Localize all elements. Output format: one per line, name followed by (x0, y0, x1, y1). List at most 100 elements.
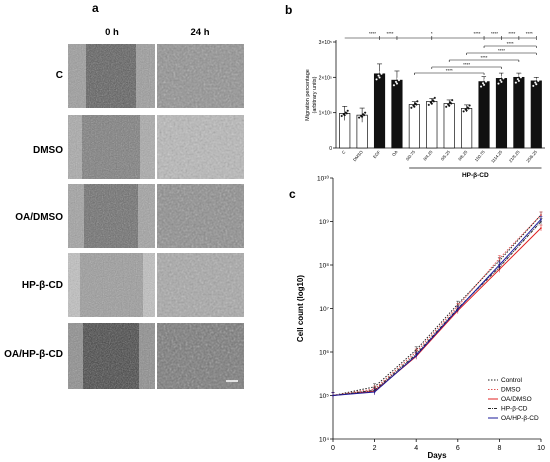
micrograph-c-0h (68, 44, 155, 108)
significance-stars: **** (386, 31, 393, 36)
data-point (465, 109, 468, 112)
y-axis-label-line1: Migration percentage (305, 69, 311, 121)
growth-line-chart: 10⁴ 10⁵ 10⁶ 10⁷ 10⁸ 10⁹ 10¹⁰ 0 2 4 6 8 10 Days Cell co… (296, 175, 545, 461)
data-point (467, 107, 470, 110)
y-axis-label: Cell count (log10) (296, 275, 305, 342)
group-label: HP-β-CD (462, 172, 489, 179)
data-point (483, 78, 487, 81)
data-point (416, 100, 419, 103)
x-tick-label: 6 (456, 445, 460, 452)
data-point (340, 114, 343, 118)
bar (478, 81, 490, 149)
micrograph-hp-b-cd-0h (68, 253, 155, 317)
data-point (361, 115, 364, 118)
bar (495, 78, 508, 149)
data-point (519, 76, 522, 79)
micrograph-oa-hp-b-cd-24h (157, 323, 244, 389)
series-line (332, 214, 542, 396)
data-point (499, 79, 502, 82)
data-point (481, 82, 485, 85)
panel-c-letter: c (289, 187, 296, 201)
row-label-hp-b-cd: HP-β-CD (22, 280, 63, 291)
significance-stars: **** (474, 31, 481, 36)
micrograph-oa-dmso-24h (157, 184, 244, 248)
data-point (451, 99, 454, 102)
legend-label: OA/DMSO (501, 396, 532, 403)
data-point (343, 114, 346, 117)
x-tick-label: 8 (497, 445, 501, 452)
data-point (457, 308, 459, 311)
series-line (332, 221, 542, 396)
data-point (498, 264, 501, 266)
data-point (450, 102, 453, 105)
bar (373, 73, 386, 149)
x-tick-label: EGF (372, 149, 382, 159)
data-point (358, 116, 361, 119)
migration-bar-chart: 0 1×10⁵ 2×10⁵ 3×10⁵ Migration percentage(arb… (305, 31, 545, 179)
data-point (502, 77, 505, 80)
y-tick-label: 10⁶ (319, 350, 329, 357)
legend-label: OA/HP-β-CD (501, 415, 539, 422)
data-point (345, 112, 348, 115)
y-tick-label: 3×10⁵ (319, 40, 332, 46)
data-point (516, 78, 519, 81)
significance-stars: **** (526, 31, 533, 36)
data-point (427, 103, 430, 106)
data-point (518, 74, 521, 77)
data-point (482, 83, 486, 86)
x-axis-label: Days (427, 451, 447, 460)
comparison-stars: **** (446, 68, 453, 73)
bar (391, 79, 403, 149)
y-tick-label: 1×10⁵ (319, 111, 332, 117)
micrograph-oa-hp-b-cd-0h (68, 323, 155, 389)
significance-stars: **** (491, 31, 498, 36)
data-point (535, 83, 538, 86)
legend-label: DMSO (501, 387, 521, 394)
y-tick-label: 10¹⁰ (317, 175, 329, 183)
bar (426, 101, 438, 149)
data-point (394, 80, 398, 83)
series-line (332, 227, 542, 396)
data-point (538, 74, 541, 77)
data-point (534, 81, 537, 84)
data-point (377, 74, 380, 77)
legend-label: HP-β-CD (501, 406, 528, 413)
data-point (346, 109, 349, 112)
data-point (413, 105, 416, 108)
bar (461, 108, 473, 149)
significance-stars: **** (508, 31, 515, 36)
data-point (397, 79, 401, 82)
micrograph-dmso-0h (68, 115, 155, 179)
significance-stars: * (431, 31, 433, 36)
micrograph-hp-b-cd-24h (157, 253, 244, 317)
data-point (500, 80, 503, 83)
significance-stars: **** (369, 31, 376, 36)
bar (530, 80, 542, 149)
micrograph-oa-dmso-0h (68, 184, 155, 248)
data-point (540, 227, 542, 229)
series-line (332, 218, 542, 396)
x-tick-label: 150.75 (474, 149, 486, 163)
column-label-0h: 0 h (105, 27, 119, 38)
micrograph-dmso-24h (157, 115, 244, 179)
x-tick-label: 4 (414, 445, 418, 452)
data-point (392, 84, 396, 87)
y-tick-label: 10⁷ (319, 306, 329, 313)
series-line (332, 214, 542, 396)
y-tick-label: 10⁵ (319, 393, 329, 400)
x-tick-label: 21/5.25 (508, 149, 521, 163)
data-point (537, 79, 540, 82)
data-point (373, 391, 376, 393)
micrograph-c-24h (157, 44, 244, 108)
y-tick-label: 10⁴ (319, 437, 329, 444)
data-point (448, 104, 451, 107)
y-axis-label: Migration percentage(arbitrary units) (305, 69, 318, 121)
column-label-24h: 24 h (190, 27, 209, 38)
data-point (433, 96, 436, 99)
x-tick-label: 0/6.25 (457, 149, 469, 162)
data-point (363, 114, 366, 117)
data-point (485, 75, 489, 78)
row-label-oa-dmso: OA/DMSO (15, 212, 63, 223)
x-tick-label: 0/4.25 (422, 149, 434, 162)
data-point (332, 394, 334, 397)
